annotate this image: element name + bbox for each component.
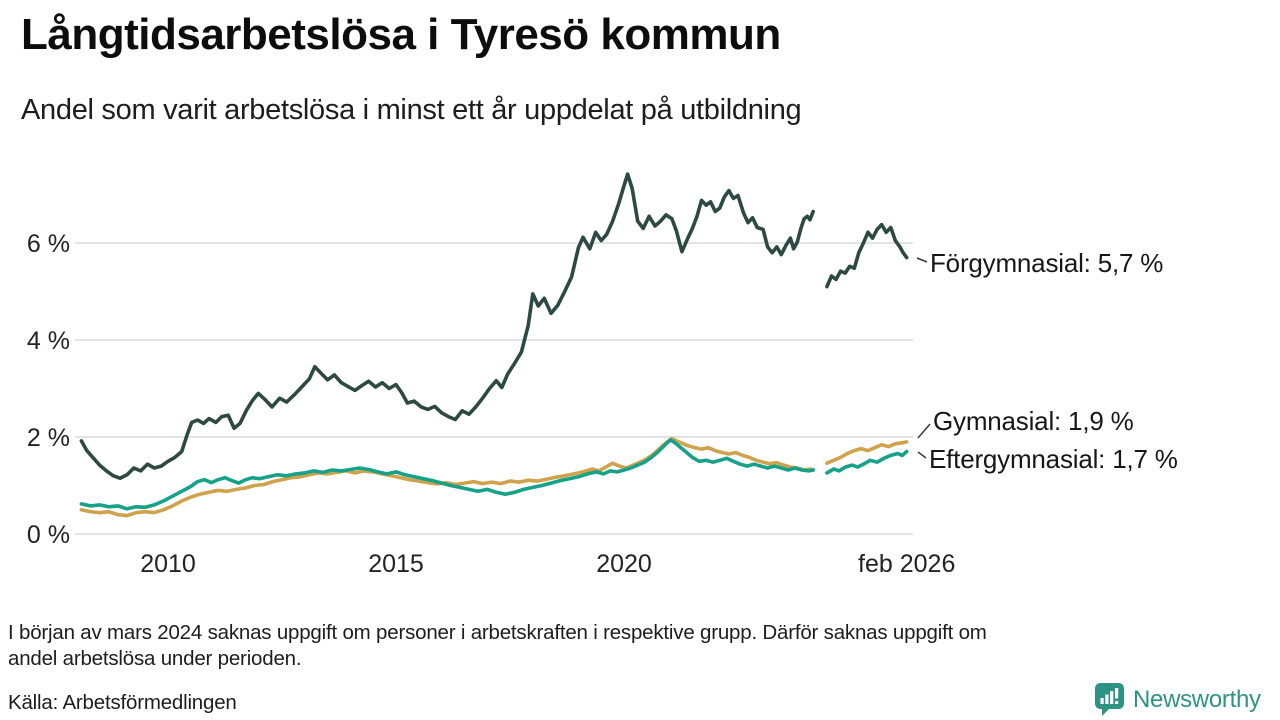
newsworthy-logo-text: Newsworthy bbox=[1133, 686, 1261, 713]
series-line-förgymnasial bbox=[79, 172, 815, 480]
newsworthy-brand: Newsworthy bbox=[1094, 682, 1261, 718]
series-label-eftergymnasial: Eftergymnasial: 1,7 % bbox=[929, 444, 1178, 474]
y-tick-label: 0 % bbox=[27, 521, 70, 549]
page-title: Långtidsarbetslösa i Tyresö kommun bbox=[21, 10, 781, 59]
series-line-förgymnasial bbox=[825, 222, 909, 289]
series-line-gymnasial bbox=[79, 436, 815, 518]
chart-footnote: I början av mars 2024 saknas uppgift om … bbox=[8, 620, 987, 672]
label-connector bbox=[916, 257, 928, 263]
y-tick-label: 4 % bbox=[27, 327, 70, 355]
x-tick-label: 2015 bbox=[368, 550, 424, 578]
y-tick-label: 2 % bbox=[27, 424, 70, 452]
series-line-gymnasial bbox=[825, 440, 909, 465]
series-line-eftergymnasial bbox=[825, 449, 909, 475]
x-tick-label: 2010 bbox=[140, 550, 196, 578]
source-credit: Källa: Arbetsförmedlingen bbox=[8, 691, 237, 714]
series-label-gymnasial: Gymnasial: 1,9 % bbox=[933, 406, 1134, 436]
page-subtitle: Andel som varit arbetslösa i minst ett å… bbox=[21, 94, 802, 126]
label-connector bbox=[917, 451, 927, 459]
label-connector bbox=[917, 423, 931, 439]
series-label-forgymnasial: Förgymnasial: 5,7 % bbox=[930, 248, 1164, 278]
series-line-eftergymnasial bbox=[79, 438, 815, 511]
footnote-line-1: I början av mars 2024 saknas uppgift om … bbox=[8, 621, 987, 644]
x-tick-label: 2020 bbox=[596, 550, 652, 578]
x-tick-label: feb 2026 bbox=[858, 550, 955, 578]
footnote-line-2: andel arbetslösa under perioden. bbox=[8, 647, 302, 670]
y-tick-label: 6 % bbox=[27, 230, 70, 258]
newsworthy-logo-icon bbox=[1095, 683, 1124, 716]
